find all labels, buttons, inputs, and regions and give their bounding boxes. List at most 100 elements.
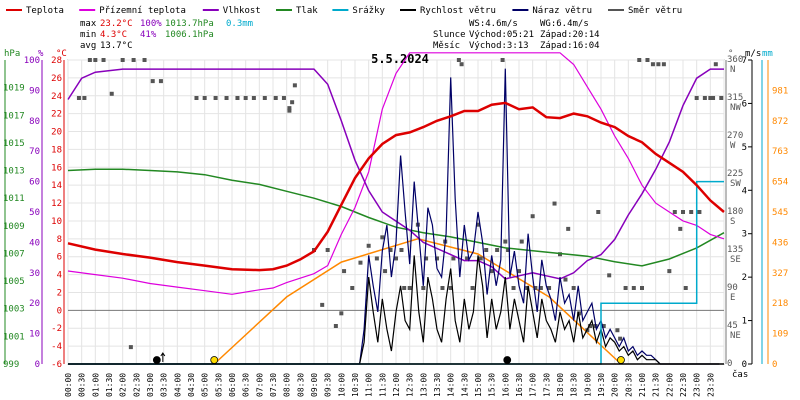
temperature-tick: 10 [51, 217, 62, 227]
temperature-tick: -4 [51, 342, 62, 352]
temperature-tick: -2 [51, 324, 62, 334]
humidity-tick: 80 [29, 117, 40, 127]
wind-direction-point [571, 286, 576, 290]
x-tick: 17:30 [542, 373, 551, 397]
legend-label: Teplota [26, 6, 64, 16]
stats-max-temp: 23.2°C [100, 19, 133, 29]
x-tick: 01:00 [91, 373, 100, 397]
humidity-tick: 90 [29, 86, 40, 96]
wind-speed-tick: 2 [742, 273, 747, 283]
wind-direction-point [451, 256, 456, 261]
wind-direction-point [194, 96, 199, 100]
wind-speed-tick: 7 [742, 56, 747, 66]
temperature-tick: 2 [57, 288, 62, 298]
wind-speed-tick: 6 [742, 99, 747, 109]
wind-direction-point [596, 210, 601, 214]
wind-direction-point [262, 96, 267, 100]
x-tick: 05:00 [201, 373, 210, 397]
wind-direction-tick: 225 [727, 169, 743, 179]
temperature-tick: 8 [57, 235, 62, 245]
wind-direction-point [366, 243, 371, 248]
temperature-tick: 4 [57, 271, 62, 281]
pressure-tick: 1017 [3, 111, 25, 121]
wind-direction-point [325, 248, 330, 252]
x-tick: 02:30 [132, 373, 141, 397]
stats-moon-set: Západ:16:04 [540, 41, 600, 51]
wind-direction-point [374, 256, 379, 261]
temperature-tick: 20 [51, 128, 62, 138]
x-tick: 18:00 [556, 373, 565, 397]
x-tick: 00:30 [78, 373, 87, 397]
wind-direction-point [601, 324, 606, 328]
rain-tick: 436 [772, 238, 788, 248]
x-tick: 06:00 [228, 373, 237, 397]
wind-direction-point [683, 286, 688, 290]
wind-direction-point [131, 58, 136, 62]
humidity-line [67, 68, 724, 280]
legend-label: Přízemní teplota [99, 6, 186, 16]
stats-min-temp: 4.3°C [100, 30, 127, 40]
legend: Teplota Přízemní teplota Vlhkost Tlak Srážky… [6, 6, 682, 16]
wind-direction-point [424, 256, 429, 261]
stats-avg-label: avg [80, 41, 96, 51]
x-tick: 22:30 [679, 373, 688, 397]
x-tick: 04:00 [173, 373, 182, 397]
stats-moon-label: Měsíc [433, 41, 460, 51]
humidity-tick: 30 [29, 269, 40, 279]
x-tick: 11:30 [378, 373, 387, 397]
x-axis-label: čas [732, 369, 748, 380]
stats-max-press: 1013.7hPa [165, 19, 214, 29]
wind-direction-tick: 360 [727, 55, 743, 65]
wind-direction-compass: SE [730, 255, 741, 265]
x-tick: 14:30 [460, 373, 469, 397]
wind-direction-point [650, 62, 655, 67]
stats-max-hum: 100% [140, 19, 162, 29]
humidity-tick: 50 [29, 208, 40, 218]
wind-direction-point [287, 108, 292, 113]
wind-direction-tick: 315 [727, 93, 743, 103]
wind-direction-point [142, 58, 147, 62]
x-tick: 09:00 [310, 373, 319, 397]
x-tick: 17:00 [529, 373, 538, 397]
rain-tick: 109 [772, 330, 788, 340]
x-tick: 06:30 [242, 373, 251, 397]
wind-direction-point [511, 286, 516, 290]
x-tick: 23:30 [706, 373, 715, 397]
axis-unit: m/s [745, 49, 761, 59]
wind-direction-point [243, 96, 248, 100]
temperature-tick: 26 [51, 74, 62, 84]
rain-tick: 981 [772, 86, 788, 96]
wind-direction-point [577, 311, 582, 316]
wind-direction-point [637, 58, 642, 62]
wind-speed-tick: 0 [742, 360, 747, 370]
x-tick: 18:30 [570, 373, 579, 397]
wind-direction-point [440, 286, 445, 290]
x-tick: 22:00 [665, 373, 674, 397]
chart-title: 5.5.2024 [371, 52, 429, 66]
axes: hPa% °C ° m/s mm9991001100310051007100910111… [3, 49, 788, 397]
wind-direction-tick: 180 [727, 207, 743, 217]
x-tick: 10:30 [351, 373, 360, 397]
wind-direction-point [631, 286, 636, 290]
wind-direction-point [235, 96, 240, 100]
moonrise-marker [152, 356, 161, 364]
temperature-tick: 24 [51, 92, 62, 102]
wind-direction-point [640, 286, 644, 290]
wind-direction-point [435, 256, 439, 261]
wind-direction-point [399, 248, 404, 252]
x-tick: 21:30 [652, 373, 661, 397]
wind-direction-point [82, 96, 87, 100]
moonrise-arrow-icon [160, 352, 166, 362]
wind-direction-point [470, 286, 475, 290]
wind-speed-tick: 5 [742, 143, 747, 153]
x-tick: 16:00 [501, 373, 510, 397]
x-tick: 09:30 [324, 373, 333, 397]
sun-elevation-line [213, 238, 622, 365]
wind-direction-point [689, 210, 694, 214]
wind-direction-point [711, 96, 716, 100]
stats-moon-rise: Východ:3:13 [469, 41, 529, 51]
humidity-tick: 40 [29, 238, 40, 248]
ground-temperature-line [67, 52, 725, 295]
moonset-marker [503, 356, 512, 364]
wind-direction-point [495, 248, 500, 252]
